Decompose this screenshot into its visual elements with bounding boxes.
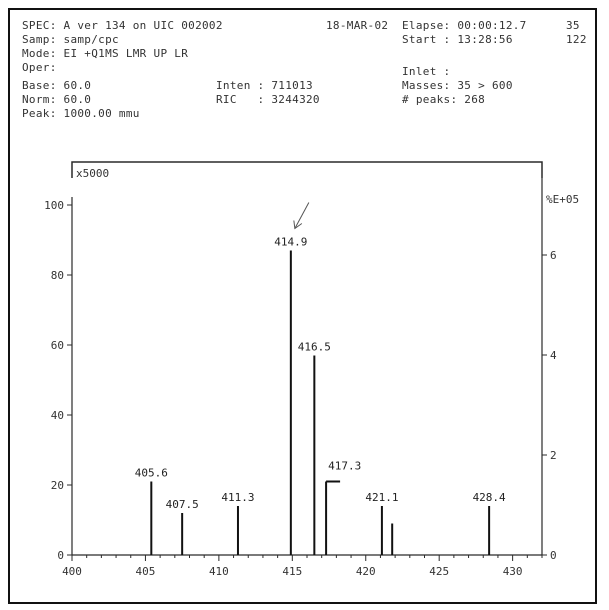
start-time: Start : 13:28:56 [402, 33, 513, 46]
acquisition-date: 18-MAR-02 [326, 19, 389, 32]
peak-line: Peak: 1000.00 mmu [22, 107, 140, 120]
x-tick-label: 400 [62, 565, 82, 578]
right-tick-label: 6 [550, 249, 557, 262]
ric-line: RIC : 3244320 [216, 93, 320, 106]
peak-label: 417.3 [328, 460, 361, 473]
right-tick-label: 4 [550, 349, 557, 362]
peak-label: 414.9 [274, 236, 307, 249]
base-line: Base: 60.0 [22, 79, 92, 92]
intensity-line: Inten : 711013 [216, 79, 313, 92]
page-border [8, 8, 597, 604]
peak-label: 411.3 [221, 491, 254, 504]
y-tick-label: 80 [51, 269, 64, 282]
x-tick-label: 425 [429, 565, 449, 578]
y-tick-label: 40 [51, 409, 64, 422]
y-tick-label: 60 [51, 339, 64, 352]
elapse-scan-number: 35 [566, 19, 580, 32]
y-tick-label: 0 [57, 549, 64, 562]
operator-line: Oper: [22, 61, 57, 74]
mode-line: Mode: EI +Q1MS LMR UP LR [22, 47, 189, 60]
right-tick-label: 0 [550, 549, 557, 562]
norm-line: Norm: 60.0 [22, 93, 92, 106]
right-tick-label: 2 [550, 449, 557, 462]
sample-line: Samp: samp/cpc [22, 33, 119, 46]
peak-label: 421.1 [365, 491, 398, 504]
x-tick-label: 420 [356, 565, 376, 578]
peak-label: 407.5 [166, 498, 199, 511]
peak-label: 416.5 [298, 341, 331, 354]
start-number: 122 [566, 33, 587, 46]
magnification-bracket [71, 161, 543, 178]
annotation-arrow [294, 202, 310, 229]
peak-label: 428.4 [473, 491, 506, 504]
spectrum-header: SPEC: A ver 134 on UIC 002002 18-MAR-02 … [0, 0, 609, 165]
x-tick-label: 410 [209, 565, 229, 578]
inlet-line: Inlet : [402, 65, 451, 78]
peak-label: 405.6 [135, 467, 168, 480]
right-axis-label: %E+05 [546, 193, 579, 206]
y-tick-label: 20 [51, 479, 64, 492]
elapse-time: Elapse: 00:00:12.7 [402, 19, 527, 32]
x-tick-label: 430 [503, 565, 523, 578]
x-tick-label: 415 [282, 565, 302, 578]
y-tick-label: 100 [44, 199, 64, 212]
annotation-arrowhead [293, 220, 303, 230]
magnification-label: x5000 [76, 167, 109, 180]
spec-line: SPEC: A ver 134 on UIC 002002 [22, 19, 223, 32]
peak-count: # peaks: 268 [402, 93, 486, 106]
masses-range: Masses: 35 > 600 [402, 79, 513, 92]
x-tick-label: 405 [136, 565, 156, 578]
